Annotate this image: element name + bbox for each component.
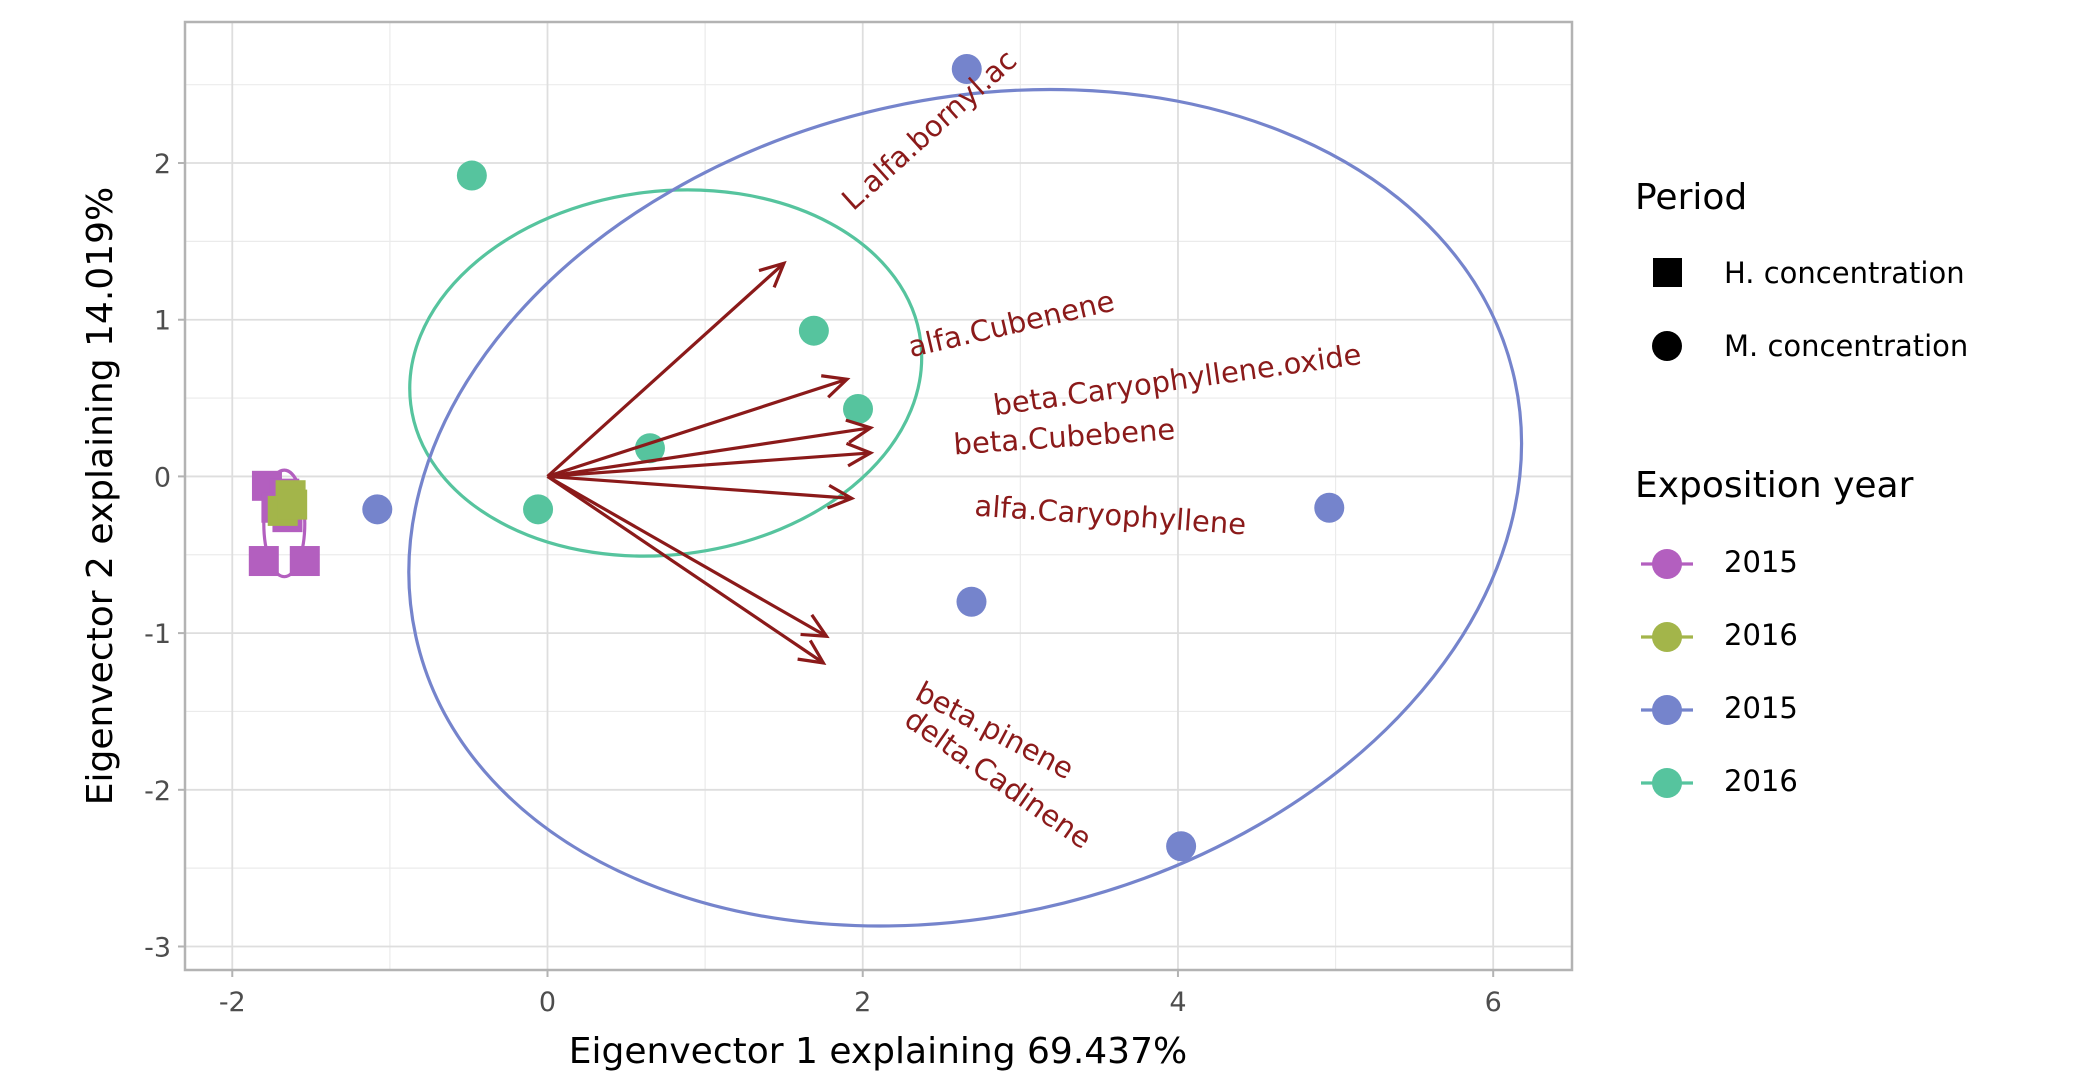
axis-ticks: -2 0 2 4 6 -3 -2 -1 0 1 2 xyxy=(144,149,1502,1018)
score-point-circle xyxy=(798,315,829,346)
confidence-ellipse xyxy=(407,87,1524,928)
x-tick-label: 4 xyxy=(1169,987,1186,1018)
score-point-circle xyxy=(456,160,487,191)
gridlines xyxy=(185,22,1572,970)
score-point-circle xyxy=(951,54,982,85)
loading-arrow-shaft xyxy=(547,451,871,479)
loading-arrow-head xyxy=(845,441,875,468)
loading-arrow-shaft xyxy=(547,377,848,478)
legend-label-year-2: 2016 xyxy=(1724,618,1798,652)
score-point-circle xyxy=(843,394,874,425)
legend-year-key-dot xyxy=(1652,768,1682,798)
loading-arrow-head xyxy=(797,639,827,665)
score-point-circle xyxy=(523,494,554,525)
legend-year-key-dot xyxy=(1652,549,1682,579)
loading-arrow-head xyxy=(821,374,851,399)
legend-label-year-4: 2016 xyxy=(1724,764,1798,798)
score-point-circle xyxy=(956,586,987,617)
confidence-ellipse xyxy=(262,468,307,579)
legend-title-exposition-year: Exposition year xyxy=(1635,465,1914,506)
score-point-square xyxy=(248,546,279,577)
legend-label-m-concentration: M. concentration xyxy=(1724,329,1968,363)
loading-arrow-head xyxy=(826,483,856,510)
legend-circle-key xyxy=(1652,331,1682,361)
loading-arrow-head xyxy=(845,418,875,444)
loading-arrow-shaft xyxy=(546,475,828,638)
loading-arrow-shaft xyxy=(546,475,825,665)
legend-year-keys xyxy=(1641,549,1693,798)
y-tick-label: 1 xyxy=(154,306,171,337)
score-point-circle xyxy=(362,494,393,525)
legend-title-period: Period xyxy=(1635,177,1747,218)
x-tick-label: 6 xyxy=(1485,987,1502,1018)
loading-vectors xyxy=(546,260,875,665)
loading-arrow-head xyxy=(800,613,830,639)
confidence-ellipses xyxy=(262,87,1524,928)
y-tick-label: -3 xyxy=(144,932,171,963)
legend-square-key xyxy=(1653,258,1682,287)
confidence-ellipse xyxy=(408,188,924,558)
y-tick-label: -1 xyxy=(144,619,171,650)
legend-year-key-dot xyxy=(1652,695,1682,725)
x-axis-title: Eigenvector 1 explaining 69.437% xyxy=(569,1031,1187,1072)
legend-year-key-dot xyxy=(1652,622,1682,652)
loading-arrow-shaft xyxy=(547,426,871,478)
x-tick-label: 2 xyxy=(854,987,871,1018)
loading-arrow-head xyxy=(758,260,787,288)
legend-label-h-concentration: H. concentration xyxy=(1724,256,1965,290)
y-tick-label: -2 xyxy=(144,776,171,807)
x-tick-label: -2 xyxy=(219,987,246,1018)
y-tick-label: 0 xyxy=(154,462,171,493)
y-axis-title: Eigenvector 2 explaining 14.019% xyxy=(80,187,121,805)
x-tick-label: 0 xyxy=(539,987,556,1018)
scores xyxy=(248,54,1345,862)
plot-panel xyxy=(185,22,1572,970)
legend-label-year-3: 2015 xyxy=(1724,691,1798,725)
loading-arrow-shaft xyxy=(546,262,786,478)
plot-border xyxy=(183,20,1574,972)
score-point-circle xyxy=(1314,492,1345,523)
score-point-square xyxy=(277,489,308,520)
legend-label-year-1: 2015 xyxy=(1724,545,1798,579)
score-point-square xyxy=(289,546,320,577)
loading-arrow-shaft xyxy=(547,474,852,500)
legend: Period H. concentration M. concentration… xyxy=(1635,177,1968,798)
y-tick-label: 2 xyxy=(154,149,171,180)
score-point-circle xyxy=(1166,831,1197,862)
